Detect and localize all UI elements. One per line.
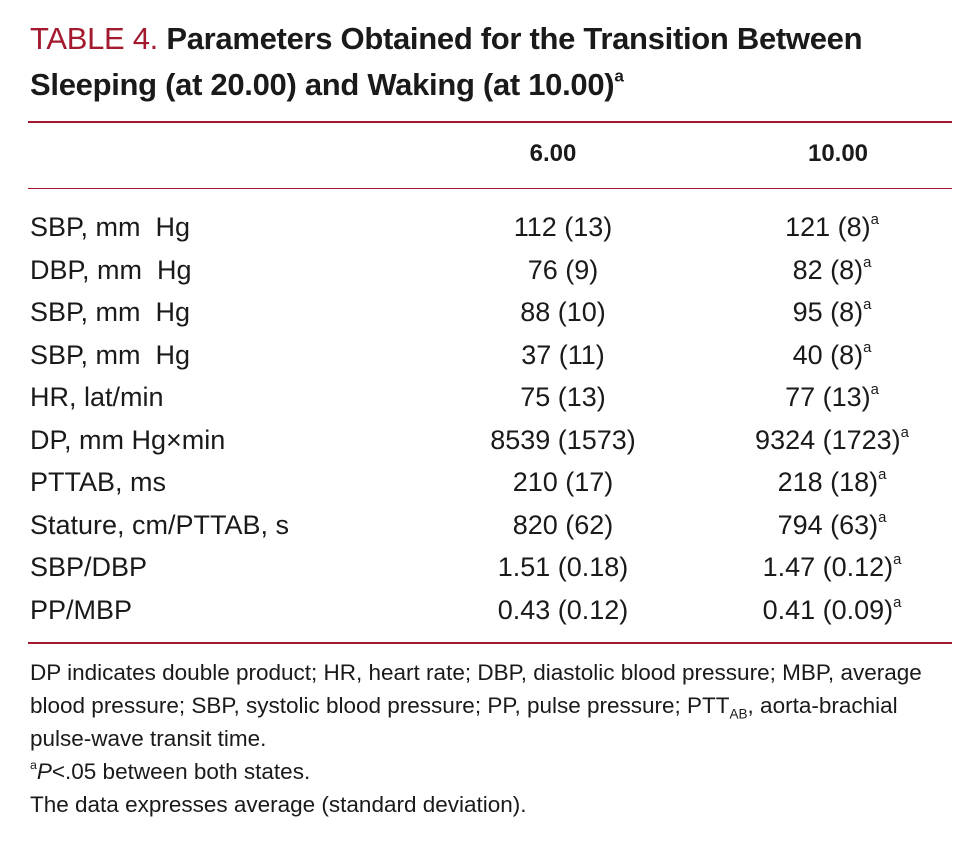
cell: 77 (13)	[785, 382, 871, 412]
footnote-text: DP indicates double product; HR, heart r…	[30, 660, 922, 718]
row-label: PP/MBP	[30, 594, 133, 625]
cell-wrap: 218 (18)a	[778, 461, 887, 503]
cell-mark: a	[893, 552, 902, 569]
cell: 37 (11)	[521, 339, 605, 370]
cell: 76 (9)	[527, 254, 599, 285]
cell: 75 (13)	[520, 382, 606, 412]
cell: 8539 (1573)	[490, 424, 636, 455]
row-label: PTTAB, ms	[30, 467, 167, 497]
footnote-text: , aorta-brachial pulse-wave transit time…	[30, 693, 898, 751]
row-label: SBP/DBP	[30, 552, 148, 582]
cell-wrap: 40 (8)a	[793, 334, 872, 376]
cell-wrap: 0.41 (0.09)a	[763, 589, 902, 631]
cell: 9324 (1723)	[755, 424, 901, 455]
cell-wrap: 9324 (1723)a	[755, 419, 909, 461]
table-title: TABLE 4. Parameters Obtained for the Tra…	[30, 16, 950, 108]
cell-mark: a	[878, 467, 887, 484]
cell: 88 (10)	[520, 297, 606, 327]
cell-wrap: 794 (63)a	[778, 504, 887, 546]
cell: 95 (8)	[792, 297, 864, 327]
cell-mark: a	[900, 424, 909, 441]
row-label: DBP, mm Hg	[30, 254, 192, 285]
footnote-italic: P	[36, 759, 52, 784]
cell-wrap: 1.47 (0.12)a	[763, 546, 902, 588]
footnotes: DP indicates double product; HR, heart r…	[30, 656, 960, 821]
cell: 794 (63)	[777, 509, 879, 540]
row-label: HR, lat/min	[30, 382, 164, 412]
table-row: HR, lat/min 75 (13) 77 (13)a	[0, 376, 972, 418]
cell-mark: a	[870, 212, 879, 229]
cell: 82 (8)	[792, 254, 864, 285]
cell-mark: a	[863, 297, 872, 314]
footnote: aP<.05 between both states.	[30, 755, 960, 788]
title-label: TABLE 4.	[30, 21, 158, 56]
bottom-rule	[28, 642, 952, 644]
cell: 1.51 (0.18)	[497, 552, 629, 582]
row-label: SBP, mm Hg	[30, 339, 191, 370]
cell: 0.43 (0.12)	[497, 594, 629, 625]
cell-mark: a	[893, 594, 902, 611]
cell-mark: a	[863, 254, 872, 271]
title-text: Parameters Obtained for the Transition B…	[30, 21, 863, 102]
cell: 1.47 (0.12)	[762, 552, 894, 582]
top-rule	[28, 121, 952, 123]
cell-mark: a	[878, 509, 887, 526]
table-row: PP/MBP 0.43 (0.12) 0.41 (0.09)a	[0, 589, 972, 631]
cell: 0.41 (0.09)	[762, 594, 894, 625]
table-row: DP, mm Hg×min 8539 (1573) 9324 (1723)a	[0, 419, 972, 461]
title-mark: a	[614, 66, 624, 86]
row-label: DP, mm Hg×min	[30, 424, 226, 455]
footnote-subscript: AB	[729, 706, 748, 722]
cell-wrap: 77 (13)a	[785, 376, 879, 418]
table-row: DBP, mm Hg 76 (9) 82 (8)a	[0, 249, 972, 291]
table-row: SBP, mm Hg 88 (10) 95 (8)a	[0, 291, 972, 333]
table-row: SBP, mm Hg 112 (13) 121 (8)a	[0, 206, 972, 248]
table-row: SBP, mm Hg 37 (11) 40 (8)a	[0, 334, 972, 376]
cell-mark: a	[870, 382, 879, 399]
table-row: SBP/DBP 1.51 (0.18) 1.47 (0.12)a	[0, 546, 972, 588]
cell: 112 (13)	[513, 212, 613, 242]
column-header: 10.00	[807, 140, 869, 167]
row-label: SBP, mm Hg	[30, 297, 191, 327]
table-row: Stature, cm/PTTAB, s 820 (62) 794 (63)a	[0, 504, 972, 546]
table-row: PTTAB, ms 210 (17) 218 (18)a	[0, 461, 972, 503]
footnote: DP indicates double product; HR, heart r…	[30, 656, 960, 755]
cell: 121 (8)	[785, 212, 871, 242]
cell: 40 (8)	[792, 339, 864, 370]
cell-wrap: 95 (8)a	[793, 291, 872, 333]
column-header: 6.00	[529, 140, 577, 167]
cell-wrap: 121 (8)a	[785, 206, 879, 248]
cell: 218 (18)	[777, 467, 879, 497]
footnote-text: <.05 between both states.	[51, 759, 311, 784]
cell-mark: a	[863, 339, 872, 356]
row-label: SBP, mm Hg	[30, 212, 191, 242]
cell: 210 (17)	[512, 467, 614, 497]
header-rule	[28, 188, 952, 189]
row-label: Stature, cm/PTTAB, s	[30, 509, 290, 540]
cell-wrap: 82 (8)a	[793, 249, 872, 291]
cell: 820 (62)	[512, 509, 614, 540]
footnote: The data expresses average (standard dev…	[30, 792, 527, 817]
footnote-mark: a	[30, 758, 37, 773]
